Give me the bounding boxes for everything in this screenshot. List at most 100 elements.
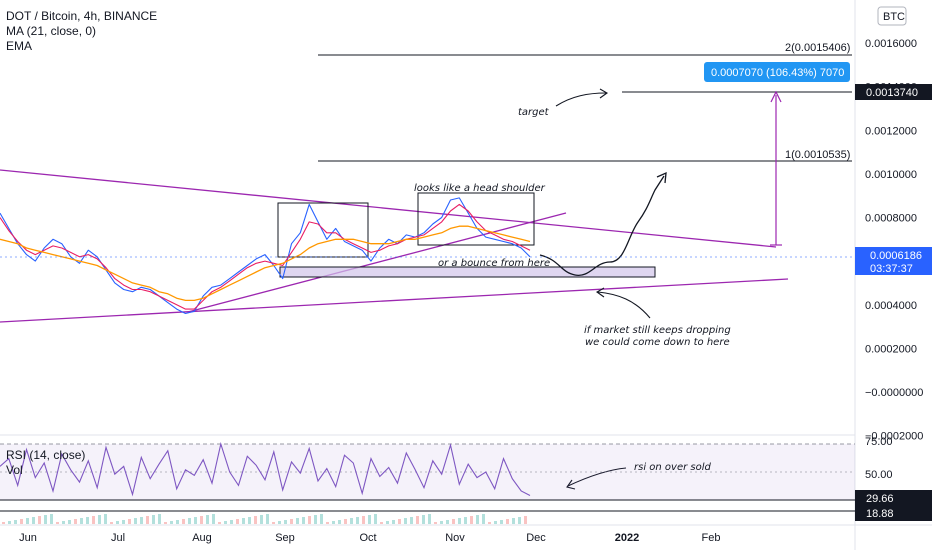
time-axis-tick: Oct: [359, 532, 376, 544]
price-series-line[interactable]: [0, 197, 531, 315]
rsi-value-tag: 29.66: [855, 490, 932, 506]
currency-button[interactable]: BTC: [877, 6, 907, 26]
current-price-tag: 0.0006186 03:37:37: [855, 247, 932, 275]
volume-bar: [476, 515, 479, 524]
volume-bar: [428, 514, 431, 524]
price-axis-tick: 0.0010000: [865, 169, 917, 181]
target-arrow: [555, 92, 607, 107]
drop-arrow-head: [595, 287, 605, 298]
fib-lines: 2(0.0015406) 1(0.0010535): [318, 42, 852, 162]
time-axis-tick: Aug: [192, 532, 212, 544]
volume-bar: [248, 517, 251, 524]
volume-bar: [524, 516, 527, 524]
projected-path-arrow-head: [656, 171, 667, 184]
volume-bar: [164, 522, 167, 524]
target-note: target: [518, 107, 550, 118]
volume-bar: [92, 516, 95, 524]
rsi-title: RSI (14, close): [6, 448, 85, 462]
volume-bar: [470, 516, 473, 524]
rsi-level-75: 75.00: [865, 436, 893, 448]
price-axis-tick: 0.0016000: [865, 38, 917, 50]
volume-bar: [50, 514, 53, 524]
descending-trendline[interactable]: [0, 169, 777, 248]
head-shoulder-box[interactable]: [417, 192, 535, 246]
volume-bar: [290, 519, 293, 524]
volume-bar: [404, 518, 407, 524]
fib-level-1-label: 1(0.0010535): [785, 149, 850, 161]
volume-bar: [20, 519, 23, 524]
volume-bar: [350, 518, 353, 524]
volume-bar: [110, 522, 113, 524]
volume-bar: [206, 515, 209, 524]
measure-label-box: [704, 62, 850, 82]
volume-bar: [2, 522, 5, 524]
currency-button-label: BTC: [883, 11, 905, 23]
rsi-line[interactable]: [0, 441, 531, 497]
price-axis-tick: 0.0002000: [865, 343, 917, 355]
volume-bar: [68, 520, 71, 524]
volume-bar: [212, 514, 215, 524]
rsi-layer: [0, 441, 531, 497]
volume-bar: [122, 520, 125, 524]
time-axis-tick: Nov: [445, 532, 465, 544]
volume-bar: [380, 522, 383, 524]
price-axis-tick: −0.0000000: [865, 387, 923, 399]
volume-bar: [500, 520, 503, 524]
volume-bar: [488, 522, 491, 524]
ma-series-line[interactable]: [0, 203, 531, 310]
volume-bar: [518, 517, 521, 524]
support-zone-box[interactable]: [279, 266, 656, 278]
rsi-arrow: [567, 467, 627, 487]
volume-bar: [56, 522, 59, 524]
volume-bar: [32, 517, 35, 524]
volume-bar: [506, 519, 509, 524]
volume-bar: [320, 514, 323, 524]
projected-path[interactable]: [539, 175, 665, 276]
time-axis[interactable]: Jun Jul Aug Sep Oct Nov Dec 2022 Feb: [19, 532, 720, 544]
ema-series-line[interactable]: [0, 225, 531, 302]
ascending-support-trendline[interactable]: [0, 278, 789, 323]
volume-bar: [182, 519, 185, 524]
volume-bar: [374, 514, 377, 524]
volume-bar: [368, 515, 371, 524]
volume-bar: [170, 521, 173, 524]
volume-bar: [188, 518, 191, 524]
vol-value-tag: 18.88: [855, 505, 932, 521]
volume-bar: [440, 521, 443, 524]
volume-bar: [200, 516, 203, 524]
volume-bar: [398, 519, 401, 524]
rsi-level-50: 50.00: [865, 469, 893, 481]
neckline-trendline[interactable]: [187, 212, 567, 313]
volume-bar: [134, 518, 137, 524]
time-axis-tick: 2022: [615, 532, 639, 544]
volume-bar: [176, 520, 179, 524]
volume-bar: [14, 520, 17, 524]
volume-bar: [224, 521, 227, 524]
price-axis-tick: 0.0012000: [865, 125, 917, 137]
volume-bar: [86, 517, 89, 524]
volume-bar: [80, 518, 83, 524]
left-shoulder-box[interactable]: [277, 202, 369, 258]
volume-bar: [266, 514, 269, 524]
volume-bar: [410, 517, 413, 524]
volume-bar: [62, 521, 65, 524]
series-layer: [0, 197, 531, 315]
rsi-band: [0, 444, 855, 500]
volume-bar: [362, 516, 365, 524]
volume-bar: [416, 516, 419, 524]
chart-title: DOT / Bitcoin, 4h, BINANCE: [6, 9, 157, 23]
bar-countdown: 03:37:37: [870, 263, 913, 275]
measure-arrow-head: [770, 90, 782, 103]
price-axis-tick: −0.0002000: [865, 431, 923, 443]
measure-label: 0.0007070 (106.43%) 7070: [711, 67, 844, 79]
volume-bar: [230, 520, 233, 524]
measure-tool[interactable]: 0.0007070 (106.43%) 7070: [704, 62, 850, 246]
time-axis-tick: Feb: [702, 532, 721, 544]
svg-text:18.88: 18.88: [866, 508, 894, 520]
time-axis-tick: Jul: [111, 532, 125, 544]
volume-bar: [464, 517, 467, 524]
ma-indicator-label[interactable]: MA (21, close, 0): [6, 24, 96, 38]
drop-arrow: [597, 291, 651, 319]
volume-bar: [434, 522, 437, 524]
ema-indicator-label[interactable]: EMA: [6, 39, 32, 53]
